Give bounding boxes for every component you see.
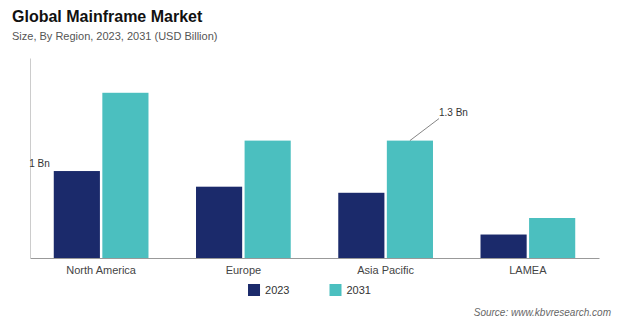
x-tick: North America [66,264,137,276]
bar [529,218,575,258]
x-tick-label: LAMEA [509,264,547,276]
annotation: 1.3 Bn [439,107,468,118]
bar [54,171,100,258]
legend-swatch [330,284,342,296]
chart-svg: Global Mainframe Market Size, By Region, … [0,0,619,322]
bars [54,93,575,258]
chart-container: Global Mainframe Market Size, By Region, … [0,0,619,322]
bar-series [102,93,575,258]
bar [338,193,384,258]
annotation: 1 Bn [29,158,50,169]
legend: 2023 2031 [248,284,371,296]
bar [387,141,433,258]
x-tick: LAMEA [509,264,547,276]
legend-label: 2031 [347,284,371,296]
bar [196,187,242,258]
x-tick: Asia Pacific [357,264,414,276]
x-tick: Europe [226,264,261,276]
x-tick-label: Europe [226,264,261,276]
bar [102,93,148,258]
bar [481,235,527,258]
subtitle: Size, By Region, 2023, 2031 (USD Billion… [12,30,217,42]
legend-swatch [248,284,260,296]
legend-item: 2023 [248,284,289,296]
source: Source: www.kbvresearch.com [474,307,611,318]
x-axis-line [31,258,600,259]
x-axis: North America Europe Asia Pacific LAMEA [31,259,600,276]
x-tick-label: North America [66,264,137,276]
title: Global Mainframe Market [12,8,203,25]
annotations: 1 Bn 1.3 Bn [29,107,468,169]
legend-label: 2023 [265,284,289,296]
bar [245,141,291,258]
annotation-line [410,119,439,141]
x-tick-label: Asia Pacific [357,264,414,276]
legend-item: 2031 [330,284,371,296]
